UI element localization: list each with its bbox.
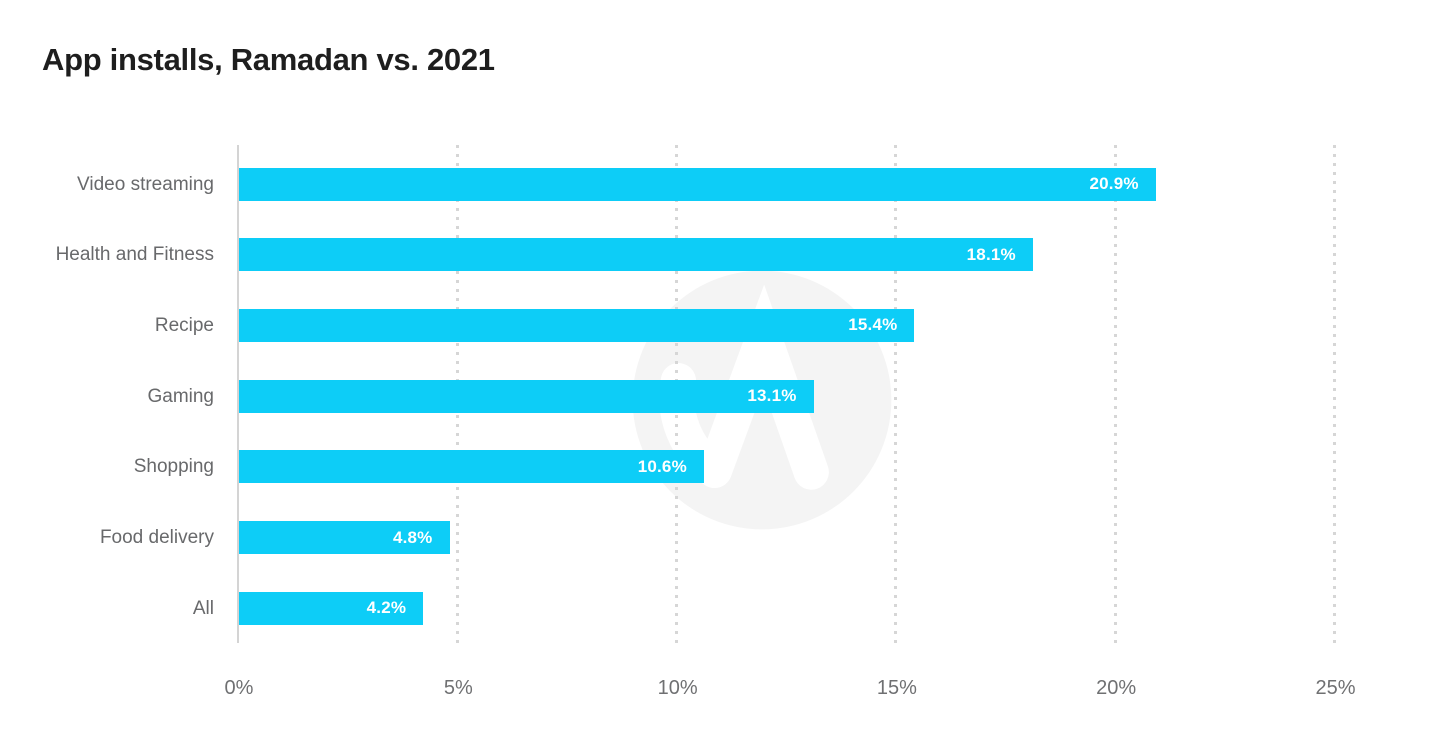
bar: 4.2% xyxy=(239,591,424,625)
category-label: Recipe xyxy=(154,314,214,336)
bar: 15.4% xyxy=(239,308,915,342)
gridline-20% xyxy=(1113,145,1117,648)
bar: 20.9% xyxy=(239,167,1156,201)
y-axis-line xyxy=(237,145,239,643)
bar-value-label: 10.6% xyxy=(637,456,687,476)
category-label: Food delivery xyxy=(99,527,214,548)
category-label: Video streaming xyxy=(77,173,214,195)
bar: 10.6% xyxy=(239,450,704,484)
bar-value-label: 18.1% xyxy=(966,244,1016,264)
gridline-15% xyxy=(894,145,898,648)
bar-value-label: 4.8% xyxy=(392,527,433,547)
bar: 13.1% xyxy=(239,379,814,413)
bar-value-label: 20.9% xyxy=(1089,174,1139,193)
category-label: Gaming xyxy=(147,385,214,407)
bar-value-label: 13.1% xyxy=(747,386,797,406)
x-tick-label: 0% xyxy=(224,677,254,699)
chart-title: App installs, Ramadan vs. 2021 xyxy=(42,42,495,77)
x-tick-label: 5% xyxy=(443,677,473,699)
bar: 4.8% xyxy=(239,521,450,554)
gridline-25% xyxy=(1333,145,1336,648)
x-tick-label: 25% xyxy=(1315,677,1356,699)
bar-value-label: 4.2% xyxy=(366,598,407,618)
x-tick-label: 10% xyxy=(657,677,698,699)
bar-value-label: 15.4% xyxy=(848,315,898,335)
x-tick-label: 15% xyxy=(876,677,917,699)
bar: 18.1% xyxy=(239,238,1033,272)
category-label: All xyxy=(192,597,214,619)
category-label: Shopping xyxy=(133,456,214,478)
x-tick-label: 20% xyxy=(1096,677,1137,699)
category-label: Health and Fitness xyxy=(55,244,214,266)
